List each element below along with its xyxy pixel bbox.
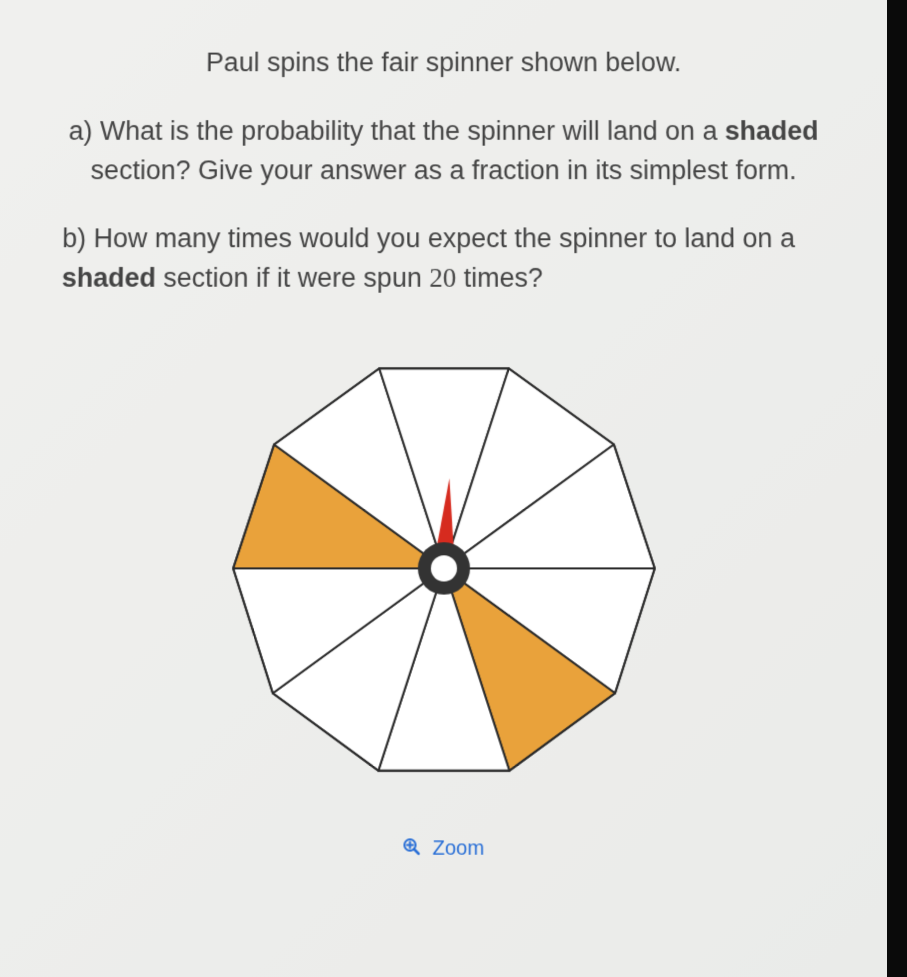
spinner-svg	[211, 338, 676, 801]
zoom-in-icon	[403, 837, 421, 862]
spinner-hub-inner	[430, 555, 456, 581]
zoom-button[interactable]: Zoom	[45, 837, 842, 862]
spinner-figure	[46, 338, 841, 806]
zoom-label: Zoom	[432, 838, 484, 862]
question-a-body: What is the probability that the spinner…	[91, 116, 819, 185]
page-content: Paul spins the fair spinner shown below.…	[0, 6, 907, 882]
question-a-label: a)	[69, 116, 101, 145]
question-b-label: b)	[62, 223, 94, 253]
question-b: b) How many times would you expect the s…	[52, 218, 836, 298]
question-b-body: How many times would you expect the spin…	[62, 223, 795, 293]
question-a: a) What is the probability that the spin…	[53, 111, 834, 191]
intro-text: Paul spins the fair spinner shown below.	[54, 45, 833, 82]
